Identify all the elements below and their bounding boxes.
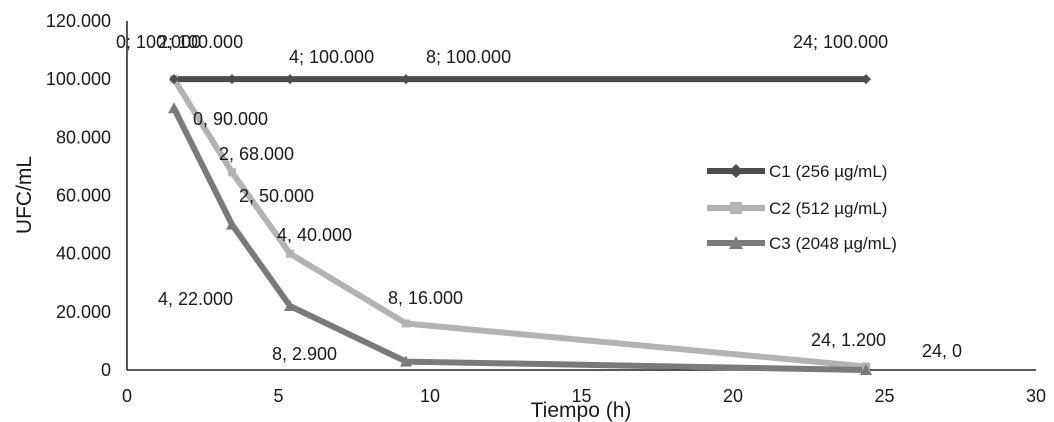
- data-point: [286, 249, 294, 258]
- legend-marker: [729, 236, 743, 249]
- data-point: [860, 364, 872, 375]
- legend-marker: [730, 202, 742, 214]
- y-tick-label: 120.000: [46, 11, 111, 31]
- series-markers: [168, 74, 872, 375]
- x-tick-labels: 0 5 10 15 20 25 30: [122, 386, 1046, 406]
- y-tick-label: 40.000: [56, 244, 111, 264]
- data-label: 4, 40.000: [277, 225, 352, 245]
- x-tick-label: 5: [273, 386, 283, 406]
- y-tick-label: 0: [101, 360, 111, 380]
- data-point: [284, 300, 296, 312]
- data-point: [168, 102, 180, 114]
- data-point: [227, 74, 237, 85]
- data-label: 8, 2.900: [272, 344, 337, 364]
- data-point: [861, 74, 871, 85]
- data-label: 0; 100.000: [116, 32, 201, 52]
- y-tick-label: 60.000: [56, 186, 111, 206]
- axes: [126, 21, 1036, 371]
- y-axis-title: UFC/mL: [13, 156, 36, 234]
- x-tick-label: 30: [1026, 386, 1046, 406]
- data-point: [226, 218, 238, 230]
- data-point: [402, 319, 410, 328]
- data-label: 4, 22.000: [158, 289, 233, 309]
- data-label: 24; 100.000: [793, 32, 888, 52]
- x-tick-label: 0: [122, 386, 132, 406]
- legend-marker: [729, 164, 743, 178]
- x-tick-label: 10: [420, 386, 440, 406]
- y-tick-label: 100.000: [46, 69, 111, 89]
- legend-label: C1 (256 µg/mL): [769, 162, 887, 181]
- data-point: [169, 74, 179, 85]
- legend-label: C3 (2048 µg/mL): [769, 234, 897, 253]
- legend-label: C2 (512 µg/mL): [769, 199, 887, 218]
- data-point: [228, 168, 236, 177]
- data-label: 2, 50.000: [239, 186, 314, 206]
- data-point: [400, 355, 412, 367]
- data-point: [285, 74, 295, 85]
- y-tick-label: 80.000: [56, 127, 111, 147]
- legend: C1 (256 µg/mL) C2 (512 µg/mL) C3 (2048 µg/…: [707, 162, 897, 253]
- data-label: 4; 100.000: [289, 47, 374, 67]
- data-label: 8, 16.000: [388, 288, 463, 308]
- data-point: [401, 74, 411, 85]
- data-label: 2, 68.000: [219, 144, 294, 164]
- data-label: 24, 0: [922, 341, 962, 361]
- data-label: 8; 100.000: [426, 47, 511, 67]
- data-label: 0, 90.000: [193, 109, 268, 129]
- y-tick-label: 20.000: [56, 302, 111, 322]
- x-axis-title: Tiempo (h): [531, 399, 632, 422]
- x-tick-label: 20: [723, 386, 743, 406]
- data-label: 24, 1.200: [811, 330, 886, 350]
- series-line-c2-512-g-ml: [171, 77, 867, 370]
- x-tick-label: 15: [571, 386, 591, 406]
- x-tick-label: 25: [874, 386, 894, 406]
- y-tick-labels: 0 20.000 40.000 60.000 80.000 100.000 120.000: [46, 11, 111, 380]
- data-label: 2; 100.000: [158, 32, 243, 52]
